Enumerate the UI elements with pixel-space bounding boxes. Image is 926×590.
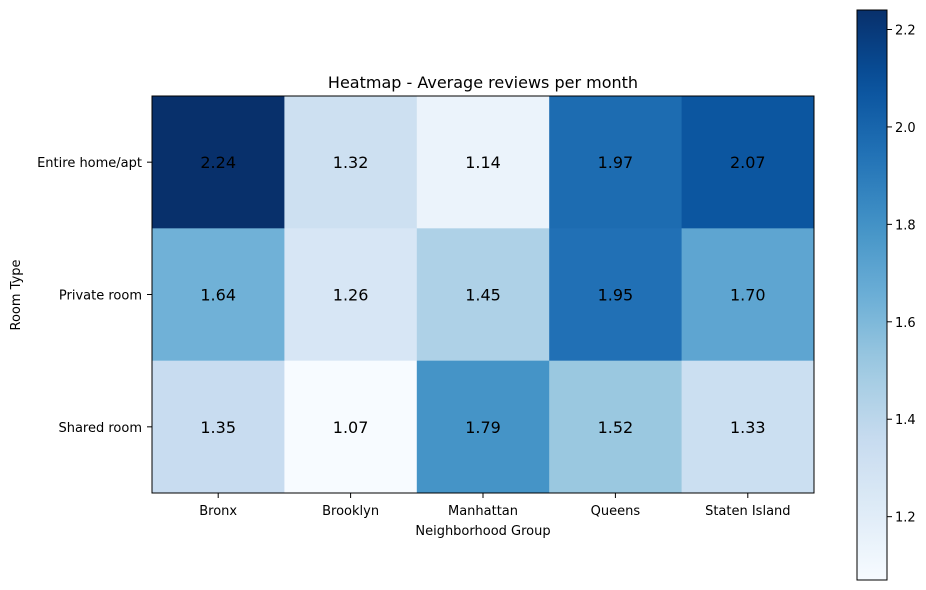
colorbar-tick-label: 1.4 (895, 413, 916, 428)
colorbar-tick-label: 1.6 (895, 316, 916, 331)
heatmap-cell (549, 228, 683, 362)
heatmap-cell (681, 360, 815, 494)
x-tick-label: Staten Island (705, 504, 790, 519)
heatmap-cell (152, 228, 285, 362)
heatmap-cell (681, 228, 815, 362)
colorbar-tick-label: 1.2 (895, 511, 916, 526)
heatmap-cell (284, 96, 418, 229)
heatmap-cell-label: 1.32 (333, 153, 369, 172)
heatmap-cell-label: 1.26 (333, 286, 369, 305)
heatmap-cell-label: 1.79 (465, 418, 501, 437)
heatmap-cells (152, 96, 815, 494)
heatmap-cell (549, 96, 683, 229)
colorbar-tick-label: 2.0 (895, 121, 916, 136)
heatmap-cell (416, 228, 550, 362)
y-tick-label: Private room (59, 289, 142, 304)
colorbar-tick-label: 1.8 (895, 218, 916, 233)
heatmap-cell-label: 1.95 (598, 286, 634, 305)
heatmap-cell (284, 360, 418, 494)
heatmap-cell (284, 228, 418, 362)
x-axis-ticks: Bronx Brooklyn Manhattan Queens Staten Islan… (199, 493, 791, 519)
y-axis-label: Room Type (9, 259, 24, 330)
x-tick-label: Queens (591, 504, 641, 519)
colorbar-tick-label: 2.2 (895, 23, 916, 38)
heatmap-cell-labels: 2.24 1.32 1.14 1.97 2.07 1.64 1.26 1.45 1.95 1.70… (200, 153, 765, 437)
colorbar-ticks: 1.2 1.4 1.6 1.8 2.0 2.2 (887, 23, 916, 526)
heatmap-cell-label: 1.70 (730, 286, 766, 305)
heatmap-cell (416, 360, 550, 494)
heatmap-cell-label: 1.45 (465, 286, 501, 305)
x-tick-label: Manhattan (448, 504, 518, 519)
heatmap-cell (152, 360, 285, 494)
x-axis-label: Neighborhood Group (415, 524, 550, 539)
y-tick-label: Shared room (58, 421, 142, 436)
chart-title: Heatmap - Average reviews per month (328, 73, 638, 92)
heatmap-cell-label: 1.97 (598, 153, 634, 172)
heatmap-cell-label: 2.07 (730, 153, 766, 172)
heatmap-cell-label: 1.52 (598, 418, 634, 437)
heatmap-cell-label: 2.24 (200, 153, 236, 172)
x-tick-label: Bronx (199, 504, 237, 519)
heatmap-cell (152, 96, 285, 229)
heatmap-cell-label: 1.35 (200, 418, 236, 437)
heatmap-cell (416, 96, 550, 229)
heatmap-cell (549, 360, 683, 494)
heatmap-cell-label: 1.14 (465, 153, 501, 172)
colorbar (856, 9, 888, 581)
heatmap-cell (681, 96, 815, 229)
heatmap-cell-label: 1.64 (200, 286, 236, 305)
y-tick-label: Entire home/apt (37, 156, 142, 171)
heatmap-cell-label: 1.33 (730, 418, 766, 437)
heatmap-cell-label: 1.07 (333, 418, 369, 437)
y-axis-ticks: Entire home/apt Private room Shared room (37, 156, 152, 436)
x-tick-label: Brooklyn (322, 504, 379, 519)
